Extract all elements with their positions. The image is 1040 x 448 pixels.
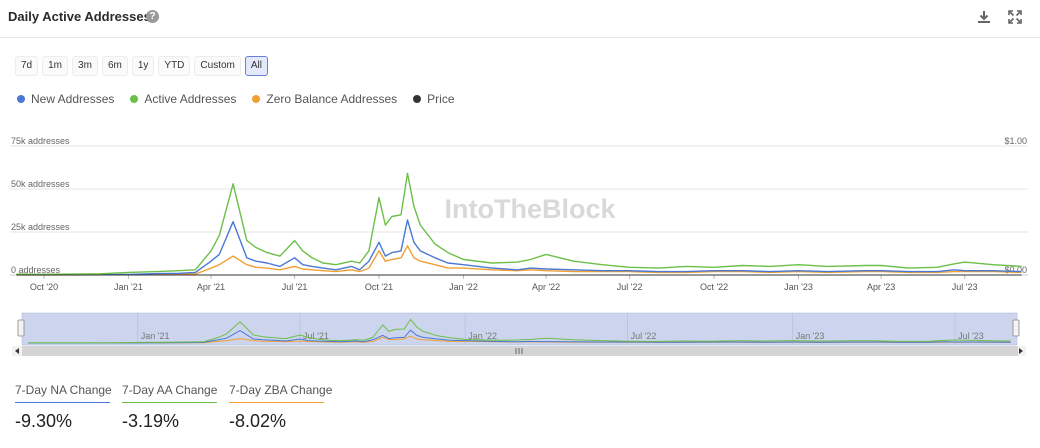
series-line-active-addresses [16, 172, 1022, 275]
navigator-label: Jan '21 [141, 331, 170, 341]
range-button-6m[interactable]: 6m [101, 56, 128, 76]
navigator[interactable]: Jan '21 Jul '21 Jan '22 Jul '22 Jan '23 Jul '… [0, 310, 1040, 360]
x-tick-label: Jul '21 [282, 282, 308, 292]
y-right-tick-label: $0.00 [1004, 265, 1027, 275]
stat-value: -9.30% [15, 411, 73, 431]
main-chart: IntoTheBlock 0 addresses 25k addresses 50k… [10, 136, 1028, 292]
watermark-text: IntoTheBlock [444, 194, 616, 224]
range-button-ytd[interactable]: YTD [158, 56, 191, 76]
legend-item-new-addresses[interactable]: New Addresses [17, 92, 114, 106]
legend-label: Zero Balance Addresses [266, 92, 398, 106]
x-tick-label: Jul '22 [617, 282, 643, 292]
legend-item-price[interactable]: Price [413, 92, 455, 106]
download-icon[interactable] [976, 9, 992, 25]
x-tick-label: Jan '22 [449, 282, 478, 292]
range-selector: 7d 1m 3m 6m 1y YTD Custom All [15, 56, 268, 76]
arrow-left-icon[interactable] [15, 348, 19, 354]
x-tick-label: Apr '21 [197, 282, 225, 292]
range-button-1y[interactable]: 1y [131, 56, 155, 76]
y-tick-label: 25k addresses [11, 222, 70, 232]
x-tick-label: Apr '23 [867, 282, 895, 292]
change-stats: 7-Day NA Change -9.30% 7-Day AA Change -3.1… [15, 383, 332, 432]
legend-dot-icon [130, 95, 139, 103]
navigator-label: Jan '23 [796, 331, 825, 341]
stat-value: -8.02% [229, 411, 287, 431]
legend-dot-icon [413, 95, 422, 103]
navigator-left-handle[interactable] [17, 319, 25, 337]
chart-legend: New Addresses Active Addresses Zero Balanc… [17, 92, 455, 106]
help-icon[interactable]: ? [146, 10, 159, 23]
stat-label: 7-Day AA Change [122, 383, 217, 403]
x-tick-label: Apr '22 [532, 282, 560, 292]
stat-block: 7-Day AA Change -3.19% [122, 383, 217, 432]
stat-label: 7-Day ZBA Change [229, 383, 332, 403]
fullscreen-icon[interactable] [1007, 9, 1023, 25]
navigator-series-active-addresses [28, 318, 1011, 344]
grip-icon[interactable] [515, 348, 523, 354]
legend-label: New Addresses [31, 92, 115, 106]
stat-value: -3.19% [122, 411, 180, 431]
navigator-label: Jan '22 [468, 331, 497, 341]
navigator-label: Jul '23 [958, 331, 984, 341]
scrollbar-thumb[interactable] [22, 346, 1018, 356]
x-tick-label: Oct '22 [700, 282, 728, 292]
arrow-right-icon[interactable] [1019, 348, 1023, 354]
legend-label: Price [427, 92, 455, 106]
legend-label: Active Addresses [144, 92, 237, 106]
x-tick-label: Jul '23 [952, 282, 978, 292]
legend-item-zero-balance-addresses[interactable]: Zero Balance Addresses [252, 92, 397, 106]
stat-block: 7-Day NA Change -9.30% [15, 383, 112, 432]
page-title: Daily Active Addresses [8, 9, 151, 24]
x-tick-label: Jan '23 [784, 282, 813, 292]
x-tick-label: Oct '21 [365, 282, 393, 292]
chart-header: Daily Active Addresses ? [0, 0, 1040, 38]
stat-block: 7-Day ZBA Change -8.02% [229, 383, 332, 432]
navigator-series-new-addresses [28, 329, 1011, 344]
stat-label: 7-Day NA Change [15, 383, 112, 403]
legend-item-active-addresses[interactable]: Active Addresses [130, 92, 236, 106]
y-tick-label: 0 addresses [11, 265, 61, 275]
x-tick-label: Jan '21 [114, 282, 143, 292]
range-button-custom[interactable]: Custom [194, 56, 241, 76]
range-button-3m[interactable]: 3m [72, 56, 98, 76]
y-tick-label: 75k addresses [11, 136, 70, 146]
legend-dot-icon [17, 95, 25, 103]
navigator-label: Jul '21 [303, 331, 329, 341]
series-line-zero-balance-addresses [16, 245, 1022, 276]
range-button-1m[interactable]: 1m [42, 56, 69, 76]
x-tick-label: Oct '20 [30, 282, 58, 292]
range-button-all[interactable]: All [244, 56, 268, 76]
series-line-new-addresses [16, 219, 1022, 276]
range-button-7d[interactable]: 7d [15, 56, 39, 76]
y-tick-label: 50k addresses [11, 179, 70, 189]
legend-dot-icon [252, 95, 261, 103]
y-right-tick-label: $1.00 [1004, 136, 1027, 146]
navigator-label: Jul '22 [631, 331, 657, 341]
navigator-right-handle[interactable] [1012, 319, 1020, 337]
